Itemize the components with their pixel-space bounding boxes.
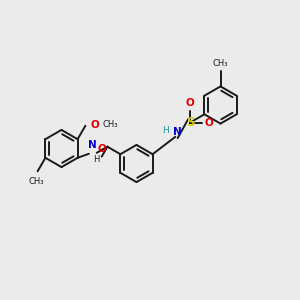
Text: N: N <box>88 140 97 150</box>
Text: CH₃: CH₃ <box>28 177 44 186</box>
Text: N: N <box>173 127 182 136</box>
Text: O: O <box>186 98 194 108</box>
Text: CH₃: CH₃ <box>103 120 118 129</box>
Text: O: O <box>91 120 100 130</box>
Text: S: S <box>186 116 194 129</box>
Text: O: O <box>97 144 106 154</box>
Text: O: O <box>205 118 213 128</box>
Text: H: H <box>93 155 99 164</box>
Text: CH₃: CH₃ <box>213 59 228 68</box>
Text: H: H <box>163 126 169 135</box>
